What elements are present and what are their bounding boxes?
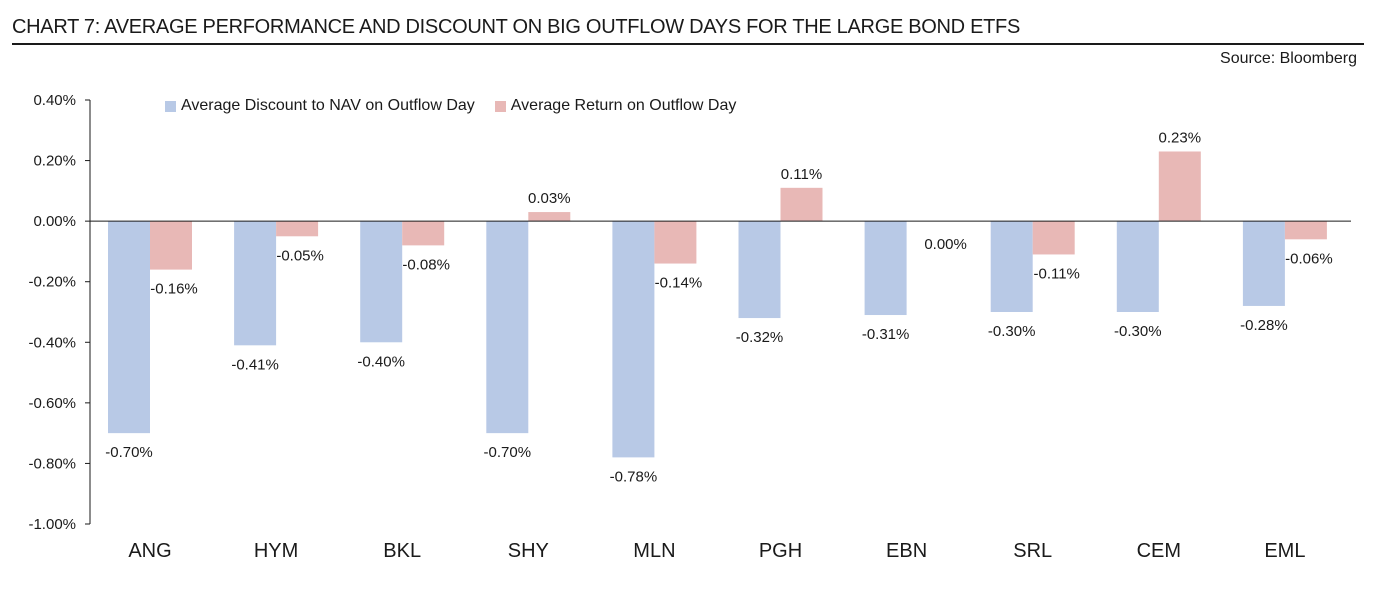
bar-discount [864,221,907,316]
y-tick-label: -0.20% [28,274,76,291]
data-label: -0.41% [231,356,279,373]
data-label: -0.16% [150,281,198,298]
bar-return [402,221,445,246]
x-tick-label: BKL [383,540,421,562]
y-tick-label: -0.40% [28,334,76,351]
bar-return [528,212,571,222]
bar-discount [486,221,529,434]
title-divider [12,43,1364,45]
data-label: -0.30% [1114,323,1162,340]
data-label: -0.78% [610,468,658,485]
data-label: -0.31% [862,326,910,343]
legend-label-return: Average Return on Outflow Day [510,97,737,114]
x-tick-label: EML [1264,540,1305,562]
bar-return [1158,151,1201,222]
chart-title: CHART 7: AVERAGE PERFORMANCE AND DISCOUN… [12,16,1020,38]
data-label: 0.00% [924,236,967,253]
x-tick-label: SRL [1013,540,1052,562]
bar-discount [1242,221,1285,306]
legend-swatch-return [494,100,506,112]
x-tick-label: MLN [633,540,675,562]
bar-return [1284,221,1327,240]
data-label: -0.40% [357,353,405,370]
legend-swatch-discount [165,100,176,112]
bar-return [780,187,823,222]
data-label: -0.70% [105,444,153,461]
x-tick-label: PGH [759,540,802,562]
bar-discount [738,221,781,319]
source-note: Source: Bloomberg [1220,50,1357,67]
bar-discount [1116,221,1159,312]
data-label: -0.32% [736,329,784,346]
bar-return [1032,221,1075,255]
x-tick-label: CEM [1137,540,1181,562]
data-label: -0.05% [276,247,324,264]
data-label: 0.03% [528,190,571,207]
bar-return [654,221,697,264]
x-tick-label: HYM [254,540,298,562]
y-tick-label: -0.80% [28,455,76,472]
data-label: -0.08% [402,256,450,273]
bar-return [276,221,319,237]
data-label: -0.06% [1285,250,1333,267]
legend-item-return: Average Return on Outflow Day [494,97,737,115]
bar-discount [108,221,150,434]
bar-discount [234,221,277,346]
chart-legend: Average Discount to NAV on Outflow Day A… [165,97,756,115]
y-tick-label: 0.40% [33,92,76,109]
data-label: -0.14% [655,275,703,292]
bar-discount [612,221,655,458]
y-tick-label: -1.00% [28,516,76,533]
bar-discount [990,221,1033,312]
legend-label-discount: Average Discount to NAV on Outflow Day [181,97,475,114]
y-tick-label: 0.20% [33,153,76,170]
x-tick-label: EBN [886,540,927,562]
x-tick-label: ANG [128,540,171,562]
y-tick-label: -0.60% [28,395,76,412]
bar-return [150,221,192,270]
legend-item-discount: Average Discount to NAV on Outflow Day [165,97,475,115]
data-label: -0.30% [988,323,1036,340]
data-label: -0.11% [1033,265,1079,282]
data-label: 0.23% [1159,129,1202,146]
x-tick-label: SHY [508,540,549,562]
data-label: -0.70% [484,444,532,461]
data-label: 0.11% [781,166,822,183]
y-tick-label: 0.00% [33,213,76,230]
bar-discount [360,221,403,343]
data-label: -0.28% [1240,317,1288,334]
